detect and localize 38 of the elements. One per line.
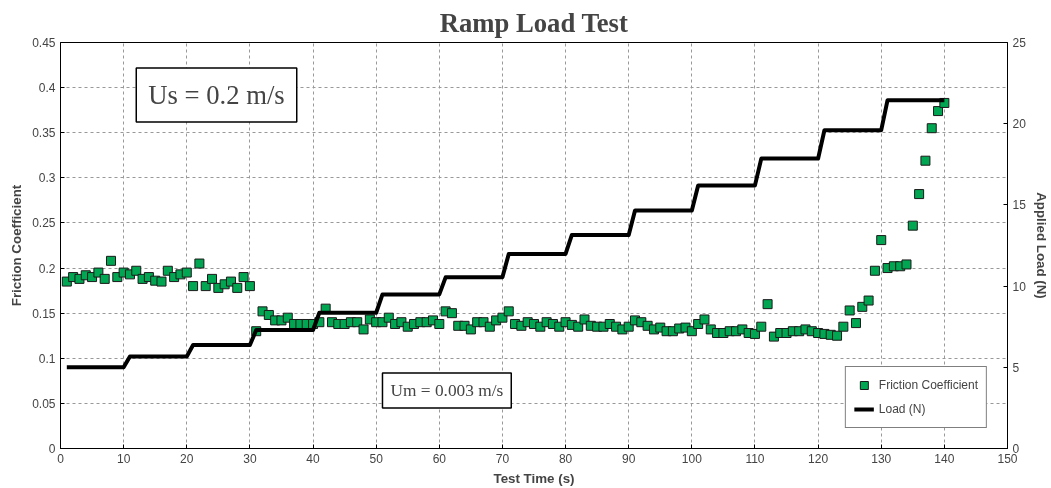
x-tick-label: 130 (871, 451, 892, 466)
x-tick-label: 120 (808, 451, 829, 466)
chart-title: Ramp Load Test (439, 7, 628, 38)
y-tick-label: 0.1 (38, 351, 56, 366)
x-axis-title: Test Time (s) (493, 470, 575, 486)
x-tick-label: 60 (432, 451, 447, 466)
x-tick-label: 20 (180, 451, 194, 466)
y2-tick-label: 0 (1012, 442, 1020, 456)
y-tick-label: 0.05 (32, 396, 56, 411)
annotation: Um = 0.003 m/s (390, 380, 504, 400)
x-tick-label: 140 (934, 451, 955, 466)
y2-tick-label: 25 (1012, 36, 1027, 50)
y-axis-title: Friction Coefficient (9, 184, 25, 307)
x-tick-label: 70 (495, 451, 510, 466)
y2-tick-label: 10 (1012, 279, 1027, 294)
x-tick-label: 80 (558, 451, 573, 466)
x-tick-label: 50 (369, 451, 384, 466)
y-tick-label: 0.4 (38, 81, 56, 96)
y-tick-label: 0 (48, 442, 56, 456)
y2-tick-label: 15 (1012, 198, 1027, 213)
y2-tick-label: 5 (1012, 360, 1020, 375)
y-tick-label: 0.3 (38, 171, 56, 186)
y-tick-label: 0.35 (32, 126, 56, 141)
y-tick-label: 0.45 (32, 36, 56, 50)
annotation: Us = 0.2 m/s (148, 79, 285, 110)
y-tick-label: 0.25 (32, 216, 56, 231)
y-tick-label: 0.2 (38, 261, 56, 276)
legend-label: Friction Coefficient (878, 378, 978, 392)
y2-tick-label: 20 (1012, 117, 1027, 132)
x-tick-label: 30 (243, 451, 257, 466)
y-tick-label: 0.15 (32, 306, 56, 321)
x-tick-label: 110 (745, 451, 765, 466)
x-tick-label: 10 (116, 451, 131, 466)
x-tick-label: 40 (306, 451, 321, 466)
y2-axis-title: Applied Load (N) (1033, 192, 1049, 299)
x-tick-label: 100 (681, 451, 703, 466)
x-tick-label: 90 (622, 451, 636, 466)
legend-label: Load (N) (878, 402, 926, 416)
